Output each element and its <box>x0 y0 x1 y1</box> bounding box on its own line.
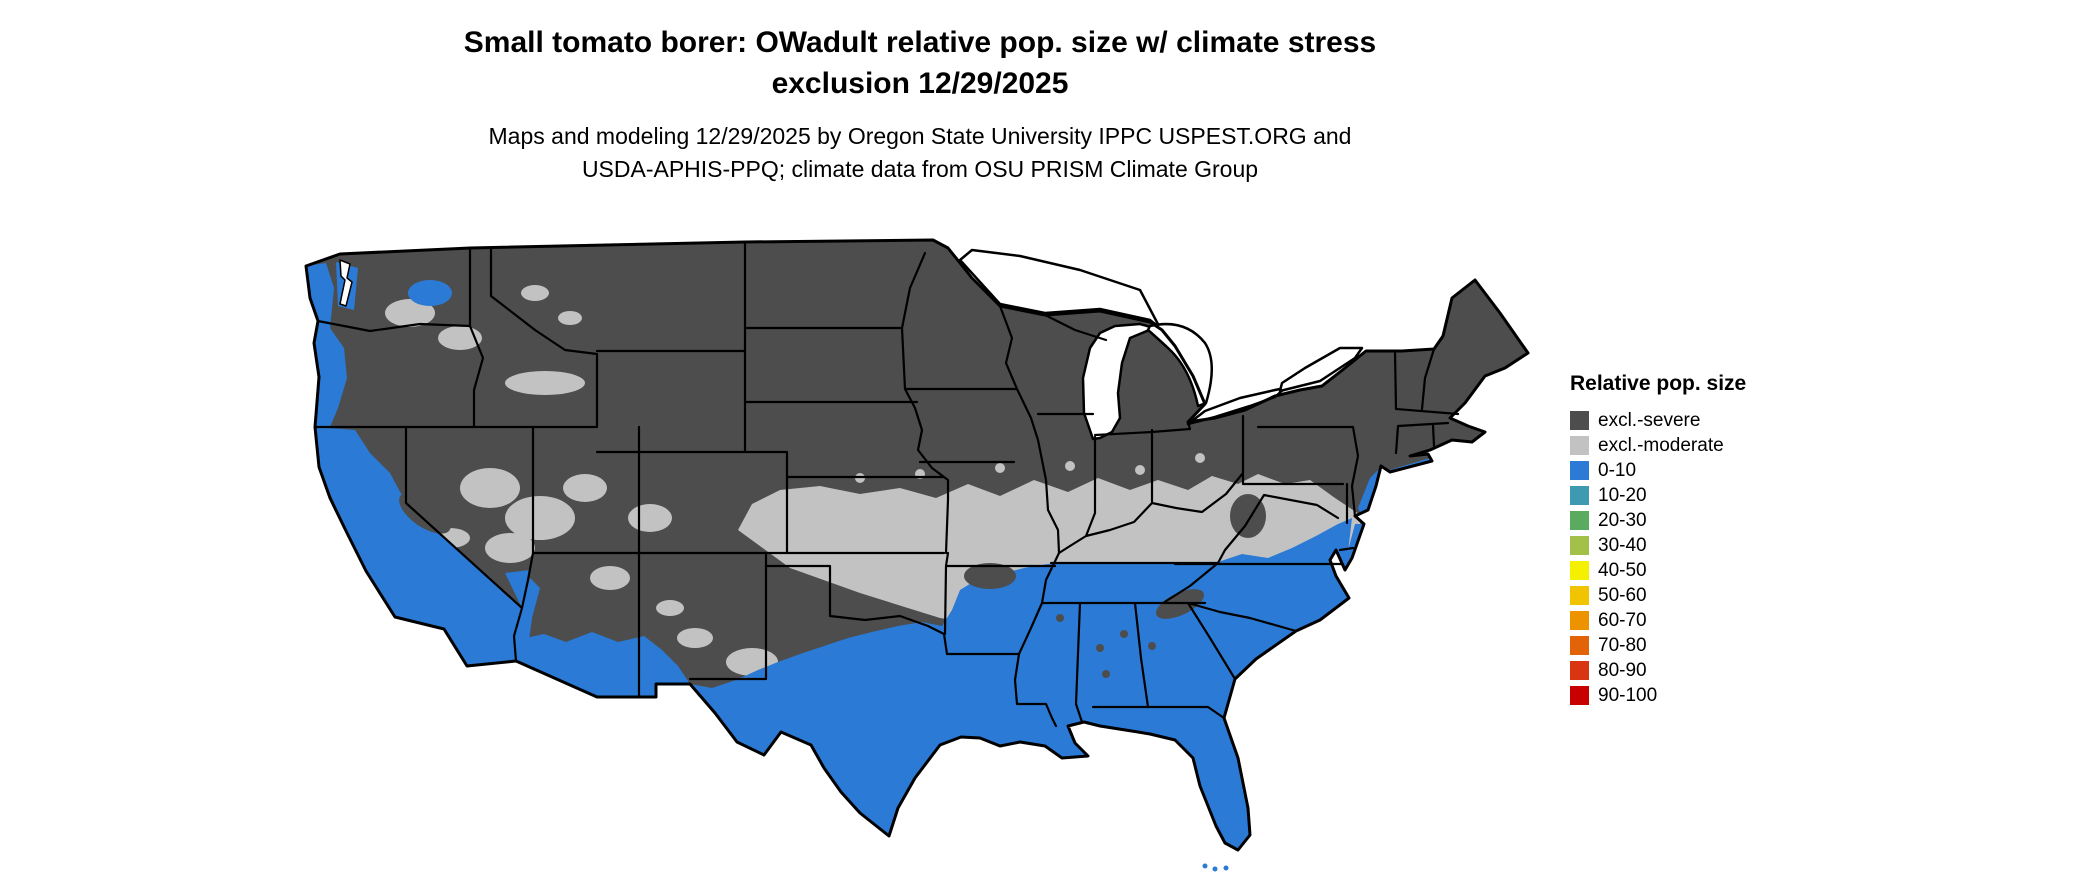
legend-entry-label: 90-100 <box>1598 684 1658 706</box>
legend-row: 90-100 <box>1570 683 1830 708</box>
legend-entry-label: 50-60 <box>1598 584 1647 606</box>
legend-row: 60-70 <box>1570 608 1830 633</box>
legend-row: 40-50 <box>1570 558 1830 583</box>
lake-ontario <box>1278 346 1364 393</box>
legend-title: Relative pop. size <box>1570 372 1747 395</box>
legend-row: 10-20 <box>1570 483 1830 508</box>
legend-row: 70-80 <box>1570 633 1830 658</box>
legend-row: excl.-severe <box>1570 408 1830 433</box>
state-borders <box>313 240 1460 728</box>
legend-swatch <box>1570 536 1589 555</box>
legend-row: 50-60 <box>1570 583 1830 608</box>
legend-swatch <box>1570 586 1589 605</box>
legend-swatch <box>1570 636 1589 655</box>
legend-entry-label: 60-70 <box>1598 609 1647 631</box>
legend-entry-label: excl.-moderate <box>1598 434 1724 456</box>
legend-swatch <box>1570 486 1589 505</box>
legend-entry-label: 30-40 <box>1598 534 1647 556</box>
legend-swatch <box>1570 561 1589 580</box>
us-map <box>304 238 1530 872</box>
legend-row: excl.-moderate <box>1570 433 1830 458</box>
legend-swatch <box>1570 436 1589 455</box>
legend-entry-label: excl.-severe <box>1598 409 1701 431</box>
legend-row: 80-90 <box>1570 658 1830 683</box>
legend-swatch <box>1570 661 1589 680</box>
region-pop-0-10 <box>306 262 1432 850</box>
legend-entry-label: 20-30 <box>1598 509 1647 531</box>
us-outline <box>304 238 1530 852</box>
chart-subtitle-line1: Maps and modeling 12/29/2025 by Oregon S… <box>488 123 1352 149</box>
legend-swatch <box>1570 461 1589 480</box>
legend-swatch <box>1570 686 1589 705</box>
legend-entry-label: 80-90 <box>1598 659 1647 681</box>
legend-swatch <box>1570 511 1589 530</box>
legend-swatch <box>1570 611 1589 630</box>
chart-subtitle: Maps and modeling 12/29/2025 by Oregon S… <box>0 120 1840 186</box>
chart-title: Small tomato borer: OWadult relative pop… <box>0 22 1840 104</box>
chart-title-line1: Small tomato borer: OWadult relative pop… <box>463 26 1377 59</box>
legend-entry-label: 10-20 <box>1598 484 1647 506</box>
legend-swatch <box>1570 411 1589 430</box>
us-map-container <box>300 218 1530 886</box>
great-lakes <box>339 248 1364 441</box>
legend-entry-label: 0-10 <box>1598 459 1637 481</box>
legend: Relative pop. size excl.-severe excl.-mod… <box>1570 372 1830 708</box>
legend-entry-label: 40-50 <box>1598 559 1647 581</box>
chart-subtitle-line2: USDA-APHIS-PPQ; climate data from OSU PR… <box>581 156 1259 182</box>
legend-entry-label: 70-80 <box>1598 634 1647 656</box>
legend-entries: excl.-severe excl.-moderate 0-10 10-20 20-30… <box>1570 408 1830 708</box>
florida-keys <box>1202 863 1229 872</box>
puget-sound <box>339 259 353 307</box>
legend-row: 0-10 <box>1570 458 1830 483</box>
legend-row: 30-40 <box>1570 533 1830 558</box>
chart-title-line2: exclusion 12/29/2025 <box>771 67 1069 100</box>
legend-row: 20-30 <box>1570 508 1830 533</box>
